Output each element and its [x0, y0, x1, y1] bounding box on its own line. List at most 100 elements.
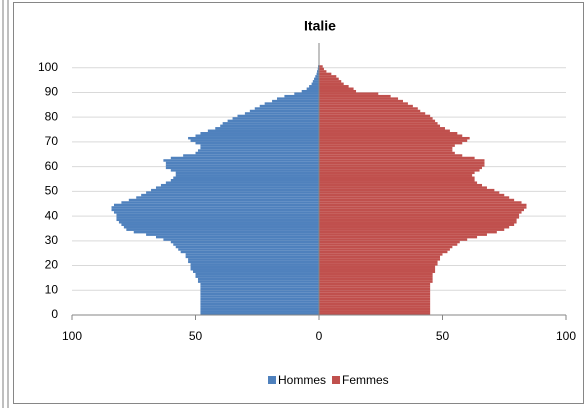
bar — [319, 80, 342, 83]
bar — [200, 302, 319, 306]
legend-swatch — [332, 376, 341, 384]
bar — [190, 263, 319, 266]
x-tick-label: 100 — [556, 329, 576, 343]
bar — [319, 132, 458, 135]
bar — [319, 127, 445, 130]
bar — [319, 240, 460, 244]
bar — [200, 144, 319, 147]
bar — [319, 263, 438, 266]
bar — [319, 87, 354, 90]
bar — [118, 221, 320, 224]
bar — [319, 250, 448, 254]
bar — [116, 216, 320, 219]
bar — [319, 134, 463, 137]
bar — [170, 156, 319, 160]
bar — [319, 275, 433, 278]
bar — [319, 268, 436, 271]
bar — [116, 218, 320, 222]
bar — [165, 161, 319, 165]
bar — [170, 240, 319, 244]
bar — [319, 146, 453, 150]
bar — [319, 174, 473, 177]
bar — [319, 228, 505, 231]
y-tick-label: 70 — [45, 134, 59, 148]
bar — [319, 260, 438, 264]
bar — [200, 146, 319, 150]
bar — [319, 206, 527, 209]
bar — [155, 235, 319, 239]
bar — [237, 114, 319, 118]
bar — [319, 151, 455, 155]
bar — [319, 238, 468, 241]
legend-label: Hommes — [278, 373, 326, 387]
bar — [200, 282, 319, 286]
bar — [123, 225, 320, 229]
bar — [272, 99, 319, 103]
bar — [319, 159, 485, 162]
bar — [319, 149, 453, 152]
bar — [173, 243, 319, 246]
bar — [319, 117, 433, 120]
bar — [175, 171, 319, 175]
bar — [200, 307, 319, 311]
bar — [155, 186, 319, 189]
bar — [197, 280, 319, 283]
bar — [319, 109, 421, 113]
chart-border — [13, 2, 584, 404]
bar — [190, 268, 319, 271]
bar — [319, 280, 433, 283]
bar — [319, 243, 458, 246]
bar — [319, 290, 431, 293]
bar — [113, 211, 320, 214]
bar — [319, 85, 349, 88]
bar — [301, 89, 319, 93]
bar — [319, 300, 431, 303]
bar — [319, 65, 323, 68]
bar — [200, 285, 319, 288]
bar — [200, 312, 319, 315]
x-tick-label: 50 — [189, 329, 203, 343]
bar — [190, 265, 319, 269]
bar — [116, 213, 320, 217]
bar — [254, 107, 319, 110]
bar — [160, 183, 319, 187]
bar — [317, 67, 319, 71]
bar — [319, 302, 431, 306]
bar — [319, 233, 487, 236]
bar — [319, 183, 483, 187]
bar — [319, 107, 418, 110]
bar — [319, 97, 399, 100]
bar — [319, 161, 485, 165]
bar — [319, 179, 475, 182]
bar — [319, 99, 403, 103]
bar — [259, 104, 319, 108]
bar — [165, 181, 319, 184]
bar — [319, 203, 527, 207]
bar — [180, 250, 319, 254]
bar — [319, 139, 468, 142]
bar — [200, 132, 319, 135]
bar — [319, 124, 441, 128]
bar — [306, 87, 319, 90]
bar — [200, 290, 319, 293]
bar — [207, 129, 319, 133]
bar — [151, 188, 319, 192]
x-tick-label: 50 — [436, 329, 450, 343]
bar — [200, 297, 319, 301]
bar — [319, 248, 450, 251]
bar — [319, 89, 357, 93]
bar — [190, 139, 319, 142]
bar — [121, 223, 320, 226]
bar — [319, 129, 450, 133]
bar — [319, 176, 475, 179]
bar — [319, 67, 324, 71]
bar — [319, 171, 475, 175]
bar — [319, 292, 431, 296]
bar — [319, 181, 478, 184]
bar — [319, 235, 478, 239]
bar — [319, 297, 431, 301]
bar — [319, 119, 436, 123]
bar — [183, 154, 319, 157]
bar — [319, 196, 510, 199]
